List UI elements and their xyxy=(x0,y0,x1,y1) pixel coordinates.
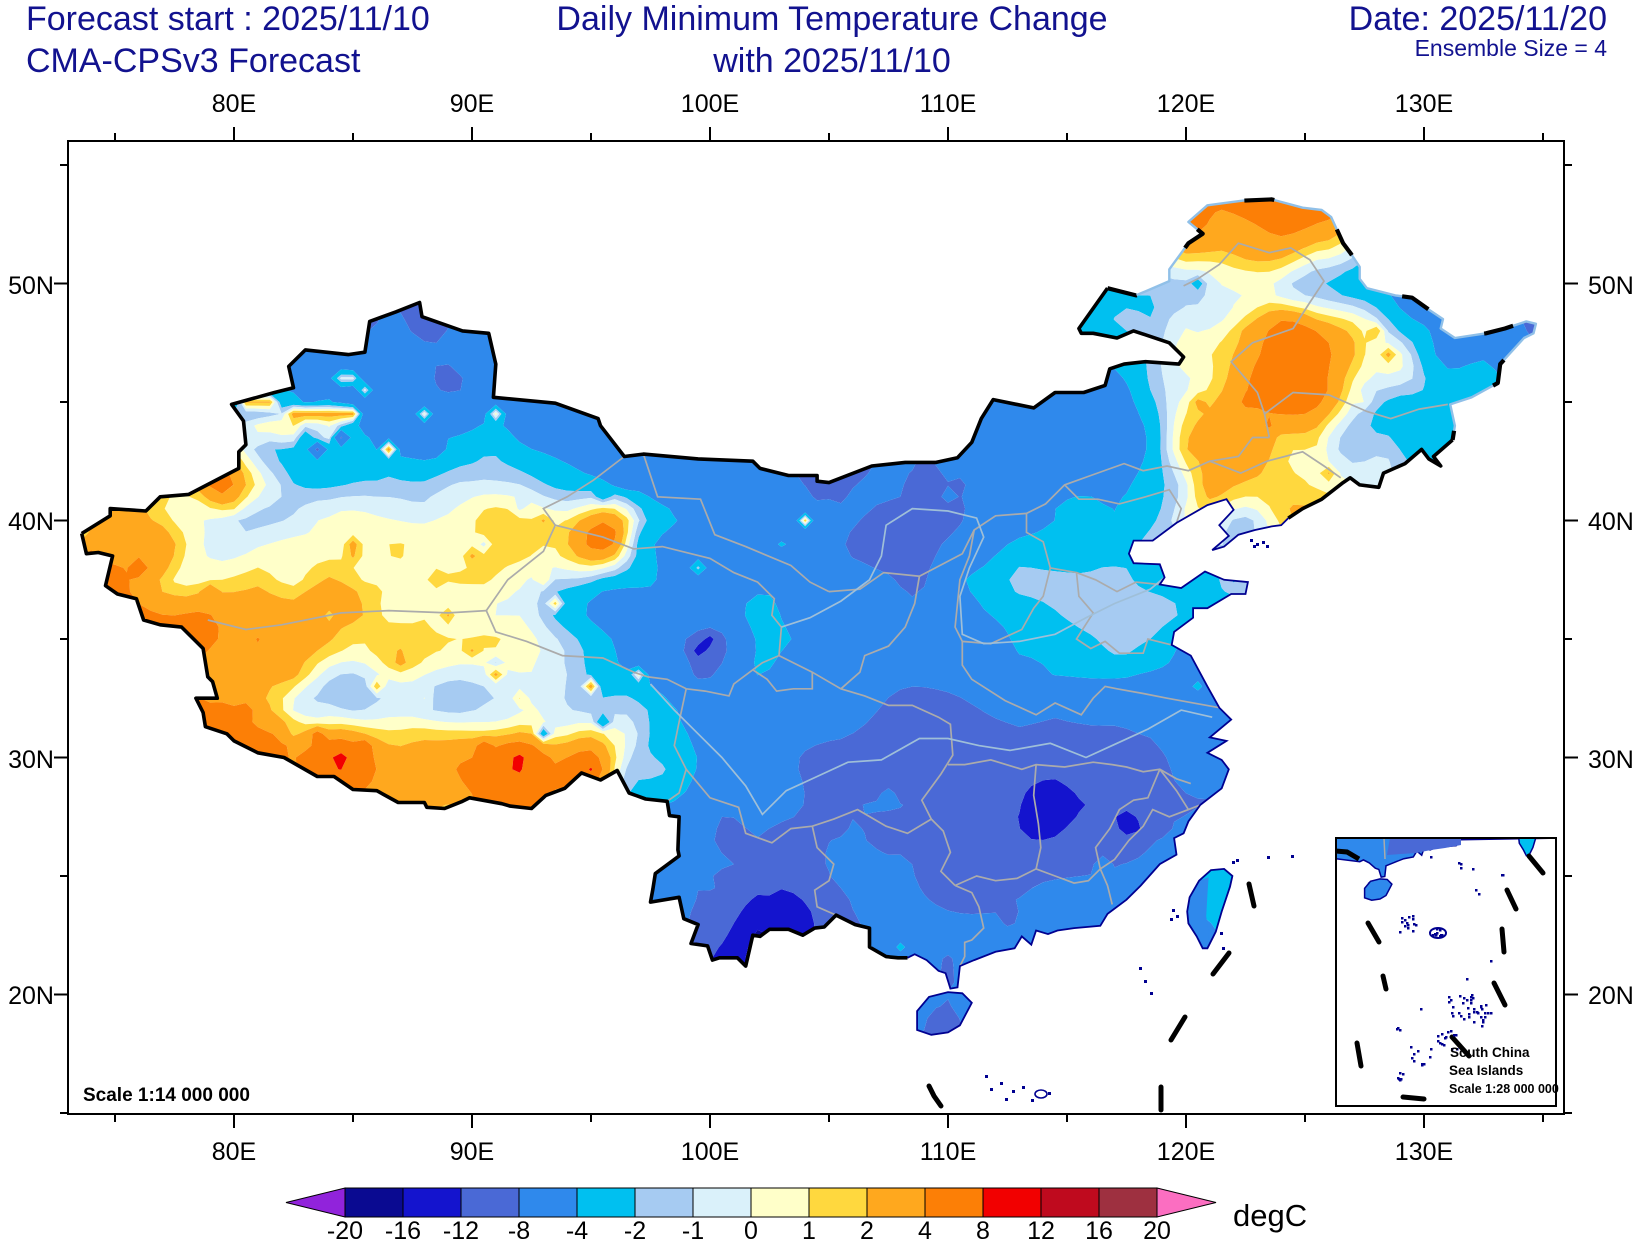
svg-text:-12: -12 xyxy=(443,1217,479,1241)
svg-text:-8: -8 xyxy=(508,1217,530,1241)
svg-text:CMA-CPSv3 Forecast: CMA-CPSv3 Forecast xyxy=(26,42,361,80)
svg-text:20N: 20N xyxy=(1588,982,1632,1010)
svg-text:4: 4 xyxy=(918,1217,932,1241)
svg-text:Forecast start : 2025/11/10: Forecast start : 2025/11/10 xyxy=(26,0,430,38)
svg-text:50N: 50N xyxy=(8,272,54,300)
svg-text:20: 20 xyxy=(1143,1217,1171,1241)
svg-text:degC: degC xyxy=(1233,1198,1307,1233)
svg-text:-4: -4 xyxy=(566,1217,588,1241)
svg-text:12: 12 xyxy=(1027,1217,1055,1241)
svg-text:0: 0 xyxy=(744,1217,758,1241)
svg-text:-20: -20 xyxy=(327,1217,363,1241)
svg-text:Scale 1:14 000 000: Scale 1:14 000 000 xyxy=(83,1085,250,1106)
svg-text:8: 8 xyxy=(976,1217,990,1241)
svg-text:South China: South China xyxy=(1450,1045,1530,1060)
svg-text:Scale 1:28 000 000: Scale 1:28 000 000 xyxy=(1449,1082,1559,1096)
svg-text:100E: 100E xyxy=(681,90,739,118)
svg-text:Sea Islands: Sea Islands xyxy=(1449,1063,1523,1078)
svg-text:Date: 2025/11/20: Date: 2025/11/20 xyxy=(1349,0,1607,38)
svg-text:40N: 40N xyxy=(1588,508,1632,536)
svg-text:110E: 110E xyxy=(920,90,977,118)
svg-text:80E: 80E xyxy=(212,1138,256,1166)
svg-text:-2: -2 xyxy=(624,1217,646,1241)
svg-text:-1: -1 xyxy=(682,1217,704,1241)
svg-text:Ensemble Size = 4: Ensemble Size = 4 xyxy=(1415,35,1608,61)
svg-text:130E: 130E xyxy=(1395,90,1453,118)
svg-text:-16: -16 xyxy=(385,1217,421,1241)
svg-text:110E: 110E xyxy=(920,1138,977,1166)
svg-text:120E: 120E xyxy=(1157,1138,1215,1166)
svg-text:40N: 40N xyxy=(8,508,54,536)
svg-text:30N: 30N xyxy=(8,746,54,774)
svg-text:Daily Minimum Temperature Chan: Daily Minimum Temperature Change xyxy=(556,0,1107,38)
svg-text:130E: 130E xyxy=(1395,1138,1453,1166)
svg-text:16: 16 xyxy=(1085,1217,1113,1241)
svg-text:30N: 30N xyxy=(1588,746,1632,774)
svg-text:1: 1 xyxy=(802,1217,816,1241)
svg-text:2: 2 xyxy=(860,1217,874,1241)
svg-text:100E: 100E xyxy=(681,1138,739,1166)
svg-text:120E: 120E xyxy=(1157,90,1215,118)
svg-text:80E: 80E xyxy=(212,90,256,118)
svg-text:20N: 20N xyxy=(8,982,54,1010)
svg-text:with 2025/11/10: with 2025/11/10 xyxy=(712,42,951,80)
svg-text:90E: 90E xyxy=(450,90,494,118)
svg-text:50N: 50N xyxy=(1588,272,1632,300)
svg-text:90E: 90E xyxy=(450,1138,494,1166)
